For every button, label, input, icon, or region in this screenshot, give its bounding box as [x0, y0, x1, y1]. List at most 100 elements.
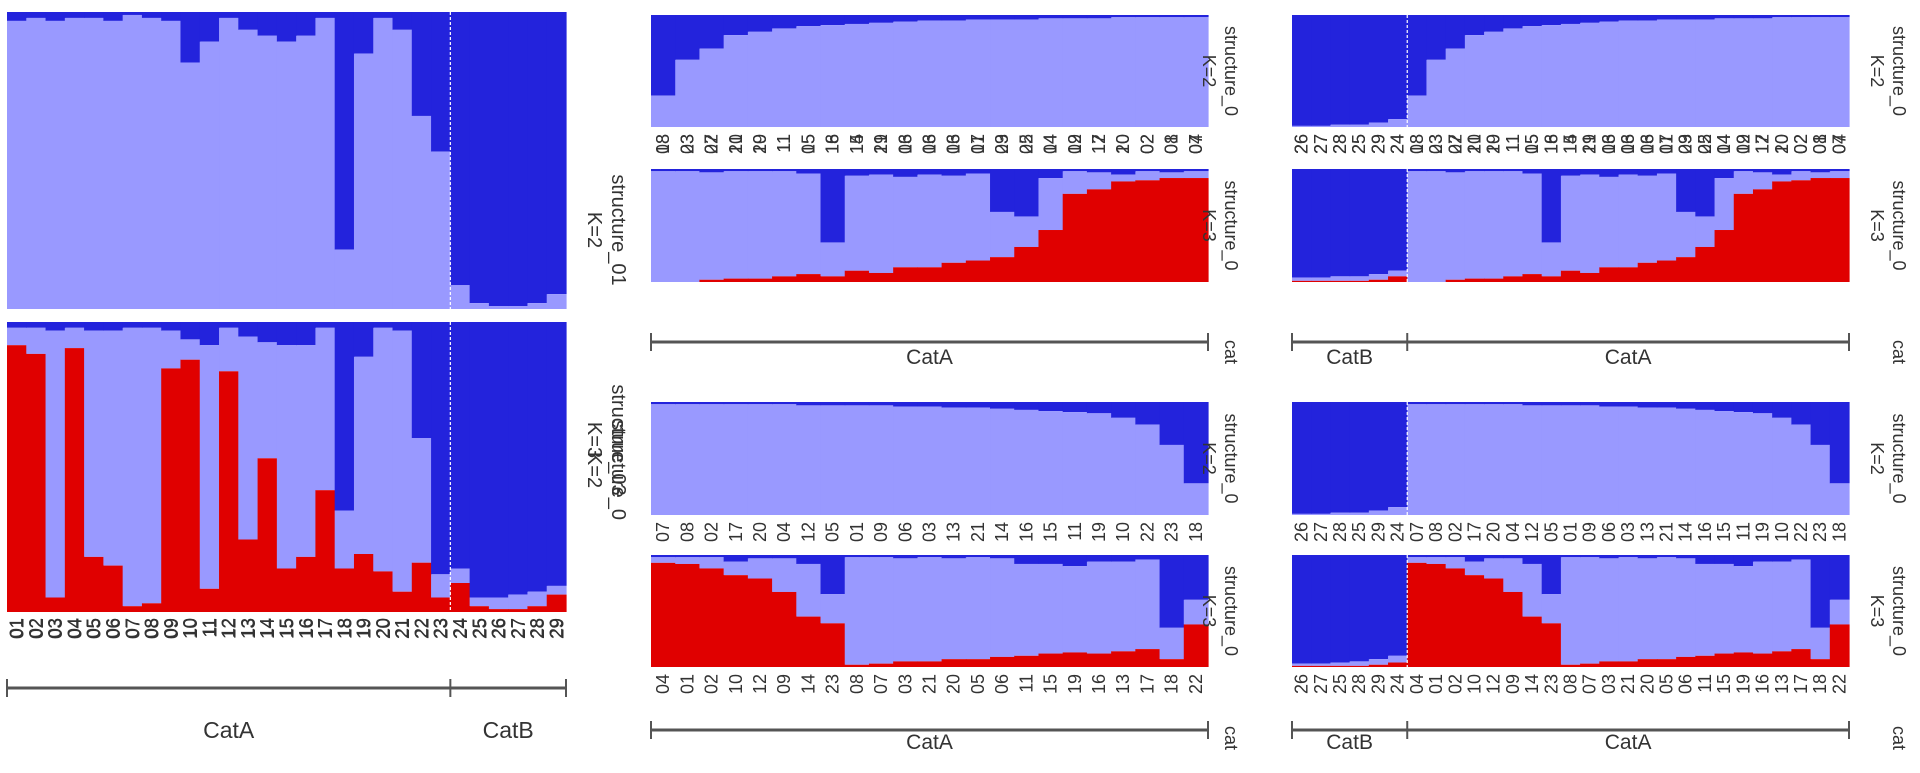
tick-label: 04	[653, 674, 673, 694]
bar-segment-k1	[1503, 555, 1524, 559]
tick-label: 28	[1330, 134, 1350, 154]
bar-segment-k1	[1407, 402, 1428, 405]
tick-label: 21	[871, 134, 891, 154]
bar-segment-k2	[747, 404, 773, 515]
bar-segment-k1	[26, 322, 47, 328]
tick-label: 06	[1637, 134, 1657, 154]
bar-segment-k1	[747, 15, 773, 32]
bar-segment-k1	[1135, 555, 1161, 560]
bar-segment-k2	[1388, 655, 1408, 663]
tick-label: 10	[181, 618, 202, 639]
tick-label: 06	[895, 522, 915, 542]
bar-segment-k1	[1810, 15, 1831, 18]
bar-segment-k2	[1038, 178, 1064, 231]
bar-segment-k1	[820, 169, 846, 243]
bar-segment-k1	[1062, 555, 1088, 567]
bar-segment-k3	[1014, 655, 1040, 667]
tick-label: 07	[123, 618, 144, 639]
bar-segment-k2	[1159, 172, 1185, 179]
bar-segment-k3	[1484, 278, 1504, 282]
bar-segment-k1	[893, 15, 918, 22]
bar-segment-k1	[45, 12, 66, 21]
tick-label: 02	[27, 618, 48, 639]
bar-segment-k2	[546, 585, 567, 595]
bar-segment-k1	[1772, 402, 1792, 418]
bar-segment-k2	[1349, 661, 1370, 666]
bar-segment-k1	[1135, 15, 1161, 18]
bar-segment-k2	[1014, 563, 1040, 656]
bar-segment-k1	[1014, 15, 1040, 20]
group-axis: CatA CatB	[6, 679, 567, 743]
bar-segment-k3	[1676, 257, 1696, 282]
tick-label: 06	[1676, 674, 1696, 694]
tick-label: 17	[1657, 134, 1677, 154]
bar-segment-k1	[1014, 169, 1040, 217]
tick-label: 19	[354, 618, 374, 638]
bar-segment-k2	[1599, 21, 1620, 127]
bar-segment-k3	[257, 458, 278, 612]
bar-segment-k2	[45, 330, 66, 598]
bar-segment-k1	[1062, 15, 1088, 19]
tick-label: 10	[1772, 522, 1792, 542]
bar-segment-k2	[965, 19, 991, 128]
tick-label: 17	[1791, 674, 1811, 694]
bar-segment-k1	[917, 555, 943, 558]
tick-label: 17	[1137, 674, 1157, 694]
group-label: CatA	[906, 731, 953, 754]
bar-segment-k1	[1676, 402, 1696, 409]
bar-segment-k2	[747, 558, 773, 579]
bar-segment-k1	[965, 555, 991, 558]
bar-segment-k3	[1388, 276, 1408, 282]
bar-segment-k2	[450, 568, 471, 583]
bar-segment-k3	[723, 278, 749, 282]
bar-segment-k3	[1618, 661, 1639, 667]
tick-label: 20	[1113, 134, 1133, 154]
bar-segment-k1	[1656, 169, 1677, 174]
bar-segment-k2	[7, 20, 27, 309]
bar-segment-k2	[1311, 663, 1332, 666]
bar-segment-k3	[1560, 664, 1581, 667]
bar-segment-k1	[1656, 402, 1677, 408]
bar-segment-k1	[1426, 402, 1447, 405]
tick-label: 01	[1810, 134, 1830, 154]
bar-segment-k1	[296, 322, 317, 346]
bar-segment-k3	[1714, 653, 1735, 667]
tick-label: 23	[677, 134, 697, 154]
bar-segment-k1	[1541, 15, 1562, 26]
group-axis-title: cat	[1221, 340, 1241, 364]
bar-segment-k1	[1752, 402, 1773, 414]
tick-label: 18	[1541, 134, 1561, 154]
bar-segment-k2	[1426, 171, 1447, 282]
tick-label: 19	[1580, 134, 1600, 154]
bar-segment-k2	[1714, 18, 1735, 127]
tick-label: 16	[1541, 134, 1561, 154]
bar-segment-k1	[941, 555, 967, 559]
tick-label: 01	[677, 674, 697, 694]
bar-segment-k1	[1637, 169, 1658, 176]
bar-segment-k2	[844, 557, 870, 665]
bar-segment-k1	[675, 169, 701, 172]
bar-segment-k2	[199, 345, 220, 589]
tick-label: 27	[1311, 134, 1331, 154]
bar-segment-k2	[990, 558, 1015, 657]
tick-label: 08	[653, 134, 673, 154]
tick-label: 26	[1292, 522, 1312, 542]
bar-segment-k2	[1522, 173, 1543, 275]
bar-segment-k3	[315, 490, 336, 612]
bar-segment-k2	[1135, 171, 1161, 181]
bar-segment-k2	[1772, 17, 1792, 128]
panel-run-label: structure_0	[1220, 26, 1241, 116]
bar-segment-k1	[1086, 169, 1112, 173]
bar-segment-k3	[1311, 665, 1332, 667]
bar-segment-k2	[1111, 417, 1136, 515]
bar-segment-k3	[1135, 180, 1161, 282]
bar-segment-k2	[1637, 558, 1658, 660]
bar-segment-k2	[84, 17, 104, 309]
bar-segment-k2	[84, 330, 104, 557]
tick-label: 13	[1772, 674, 1792, 694]
tick-label: 02	[1137, 134, 1157, 154]
bar-segment-k2	[1135, 17, 1161, 128]
bar-segment-k3	[1159, 178, 1185, 282]
tick-label: 06	[944, 134, 964, 154]
group-axis: CatA	[650, 721, 1209, 754]
